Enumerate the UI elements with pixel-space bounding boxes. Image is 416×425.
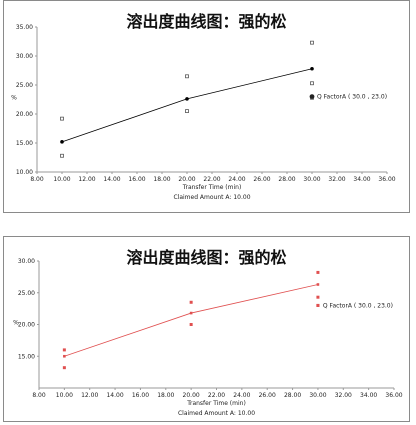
data-point: [316, 295, 320, 299]
x-tick-label: 30.00: [309, 392, 326, 399]
x-tick-label: 8.00: [30, 176, 44, 183]
y-tick-label: 10.00: [16, 169, 33, 176]
x-tick-label: 24.00: [233, 392, 250, 399]
mean-point: [60, 140, 64, 144]
claimed-amount-label: Claimed Amount A: 10.00: [178, 410, 255, 417]
data-point: [185, 109, 189, 113]
x-tick-label: 36.00: [378, 176, 395, 183]
chart-panel-1: 溶出度曲线图：强的松 8.00 10.00 12.00 14.00 16.00 18.00…: [3, 0, 410, 213]
data-point: [60, 153, 64, 158]
x-tick-label: 14.00: [103, 176, 120, 183]
series-line: [64, 284, 319, 357]
x-tick-label: 34.00: [360, 392, 377, 399]
q-factor-marker: [309, 94, 315, 99]
chart-title: 溶出度曲线图：强的松: [126, 12, 287, 31]
mean-point: [316, 283, 320, 286]
data-point: [316, 270, 320, 274]
x-tick-label: 30.00: [303, 176, 320, 183]
x-tick-label: 16.00: [128, 176, 145, 183]
y-tick-label: 25.00: [16, 82, 33, 89]
x-axis-label: Transfer Time (min): [186, 400, 246, 407]
y-tick-label: 25.00: [18, 290, 35, 297]
chart-panel-2: 溶出度曲线图：强的松 8.00 10.00 12.00 14.00 16.00 18.00…: [3, 236, 410, 422]
y-tick-label: 15.00: [18, 353, 35, 360]
chart-plot-1: 8.00 10.00 12.00 14.00 16.00 18.00 20.00 22.00 2…: [11, 24, 396, 201]
chart-plot-2: 8.00 10.00 12.00 14.00 16.00 18.00 20.00 22.00 2…: [13, 258, 403, 417]
y-tick-label: 30.00: [16, 53, 33, 60]
chart-title: 溶出度曲线图：强的松: [126, 248, 287, 267]
x-tick-label: 28.00: [278, 176, 295, 183]
y-tick-label: 35.00: [16, 24, 33, 31]
x-tick-label: 26.00: [259, 392, 276, 399]
y-tick-label: 20.00: [18, 322, 35, 329]
series-line: [61, 68, 313, 143]
x-tick-label: 20.00: [178, 176, 195, 183]
data-point: [189, 323, 193, 326]
q-factor-label: Q FactorA ( 30.0 , 23.0): [323, 302, 393, 309]
x-tick-label: 10.00: [53, 176, 70, 183]
x-tick-label: 32.00: [328, 176, 345, 183]
x-tick-label: 24.00: [228, 176, 245, 183]
data-point: [62, 348, 66, 352]
x-tick-label: 32.00: [335, 392, 352, 399]
x-tick-label: 20.00: [183, 392, 200, 399]
y-axis-label: %: [13, 320, 19, 327]
x-tick-label: 12.00: [81, 392, 98, 399]
q-factor-marker: [316, 303, 320, 307]
data-point: [60, 116, 64, 121]
x-tick-label: 14.00: [106, 392, 123, 399]
y-tick-label: 20.00: [16, 111, 33, 118]
x-tick-label: 10.00: [56, 392, 73, 399]
x-tick-label: 22.00: [203, 176, 220, 183]
y-axis-label: %: [11, 95, 17, 102]
x-tick-label: 36.00: [385, 392, 402, 399]
claimed-amount-label: Claimed Amount A: 10.00: [173, 194, 250, 201]
data-point: [62, 366, 66, 370]
x-tick-label: 12.00: [78, 176, 95, 183]
mean-point: [189, 311, 193, 315]
data-point: [310, 40, 314, 45]
x-tick-label: 26.00: [253, 176, 270, 183]
y-tick-label: 30.00: [18, 258, 35, 265]
mean-point: [63, 354, 66, 358]
mean-point: [185, 97, 189, 101]
x-tick-label: 18.00: [153, 176, 170, 183]
x-tick-label: 16.00: [132, 392, 149, 399]
data-point: [189, 300, 193, 304]
x-tick-label: 34.00: [353, 176, 370, 183]
q-factor-label: Q FactorA ( 30.0 , 23.0): [317, 94, 387, 101]
x-tick-label: 8.00: [32, 392, 46, 399]
y-tick-label: 15.00: [16, 140, 33, 147]
x-axis-label: Transfer Time (min): [182, 184, 242, 191]
data-point: [185, 74, 189, 79]
x-tick-label: 22.00: [208, 392, 225, 399]
x-tick-label: 18.00: [157, 392, 174, 399]
data-point: [310, 81, 314, 86]
mean-point: [310, 66, 314, 71]
x-tick-label: 28.00: [284, 392, 301, 399]
